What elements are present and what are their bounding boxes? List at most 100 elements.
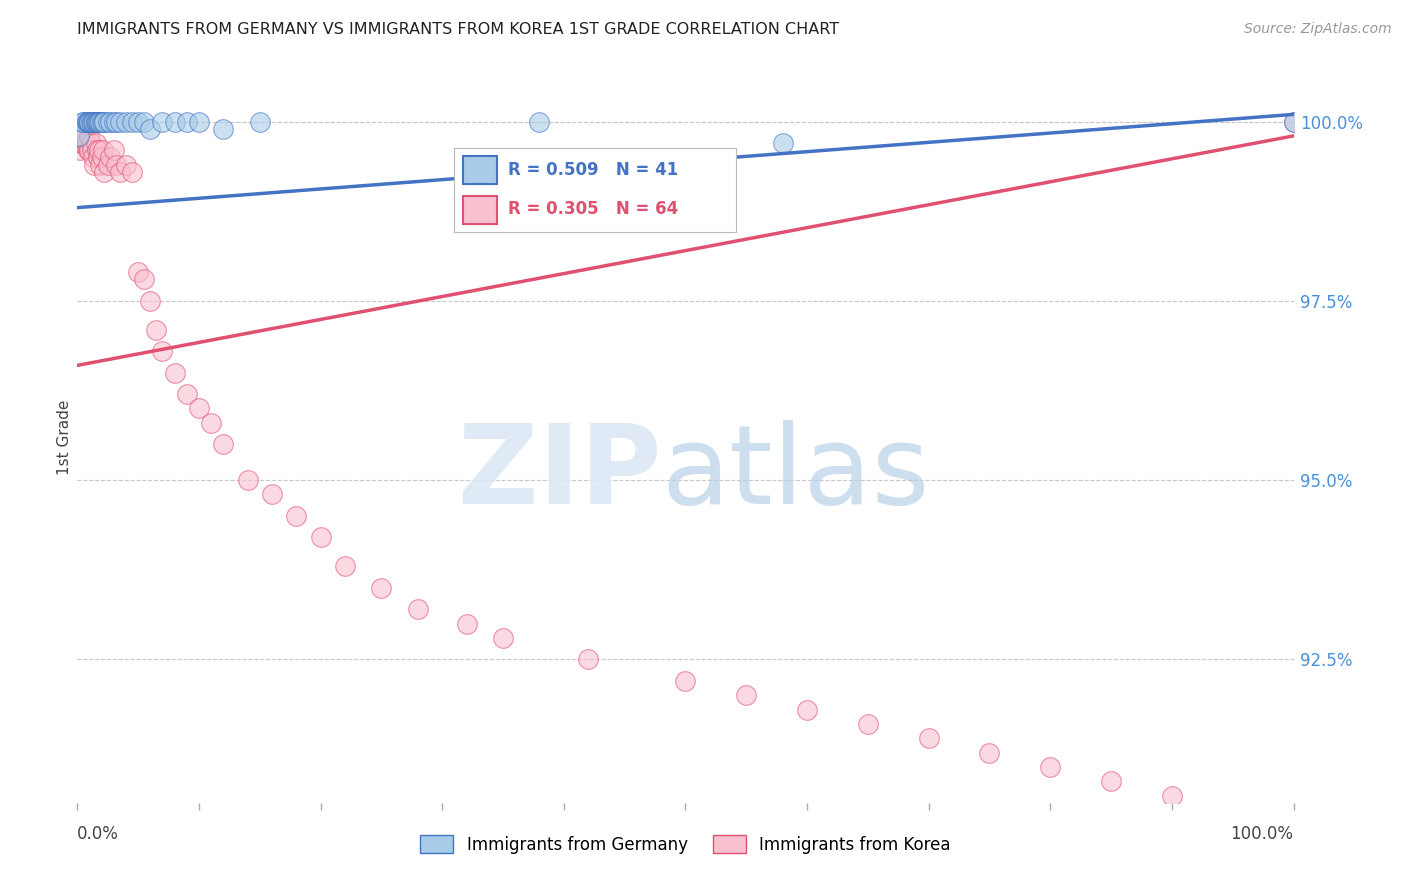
Point [69,143,91,157]
Point [79,114,101,128]
Point [152,114,174,128]
Point [76,114,98,128]
FancyBboxPatch shape [463,156,496,184]
Point [212,121,235,136]
Point [456,616,478,631]
Point [89,114,111,128]
Point [406,602,429,616]
Text: R = 0.509   N = 41: R = 0.509 N = 41 [508,161,678,179]
Point [84,114,107,128]
Point [108,165,131,179]
Point [69,136,91,150]
Y-axis label: 1st Grade: 1st Grade [56,400,72,475]
Point [176,387,198,401]
Point [83,158,105,172]
Point [918,731,941,746]
Point [72,114,94,128]
Point [152,344,174,359]
Point [1282,114,1305,128]
Point [370,581,392,595]
Point [188,114,211,128]
Point [91,114,114,128]
Point [98,150,121,164]
Point [82,150,104,164]
Point [115,114,138,128]
Point [86,143,108,157]
Point [333,559,356,574]
Point [1099,774,1122,789]
Point [772,136,794,150]
Point [79,128,101,143]
Legend: Immigrants from Germany, Immigrants from Korea: Immigrants from Germany, Immigrants from… [413,829,957,860]
Point [70,128,93,143]
Point [72,114,94,128]
Point [70,136,93,150]
Point [87,150,110,164]
Point [84,114,107,128]
Point [121,165,143,179]
Point [90,114,112,128]
Point [735,688,758,702]
Text: 100.0%: 100.0% [1230,825,1294,843]
Point [103,143,125,157]
Point [1039,760,1062,774]
Text: 0.0%: 0.0% [77,825,120,843]
Point [103,114,125,128]
Point [77,114,100,128]
Point [127,114,149,128]
Point [105,158,128,172]
Point [89,158,111,172]
Point [72,136,94,150]
Text: ZIP: ZIP [458,420,661,527]
Point [77,143,100,157]
Point [121,114,143,128]
Point [79,143,101,157]
Point [127,265,149,279]
Point [86,114,108,128]
Point [236,473,259,487]
Point [76,114,98,128]
Point [212,437,235,451]
Point [97,158,120,172]
Text: IMMIGRANTS FROM GERMANY VS IMMIGRANTS FROM KOREA 1ST GRADE CORRELATION CHART: IMMIGRANTS FROM GERMANY VS IMMIGRANTS FR… [77,22,839,37]
Point [79,114,101,128]
Point [576,652,599,666]
Point [492,631,515,645]
Point [163,366,186,380]
Point [134,272,156,286]
Point [979,746,1001,760]
Point [80,143,103,157]
Point [80,114,103,128]
Point [163,114,186,128]
Point [145,322,167,336]
Point [134,114,156,128]
Point [70,128,93,143]
Point [309,531,332,545]
Point [139,293,162,308]
Point [82,114,104,128]
Point [249,114,271,128]
Point [73,128,96,143]
Point [67,128,90,143]
Point [1161,789,1184,803]
Point [75,136,97,150]
Point [93,114,115,128]
Point [84,136,107,150]
Point [67,121,90,136]
Point [87,114,110,128]
Point [675,673,697,688]
Point [105,114,128,128]
Point [260,487,283,501]
Point [796,702,818,716]
Text: atlas: atlas [661,420,929,527]
Point [200,416,222,430]
Point [188,401,211,416]
Point [139,121,162,136]
Point [97,114,120,128]
Point [89,114,111,128]
Point [76,136,98,150]
Point [108,114,131,128]
Point [176,114,198,128]
Point [83,114,105,128]
Point [67,128,90,143]
